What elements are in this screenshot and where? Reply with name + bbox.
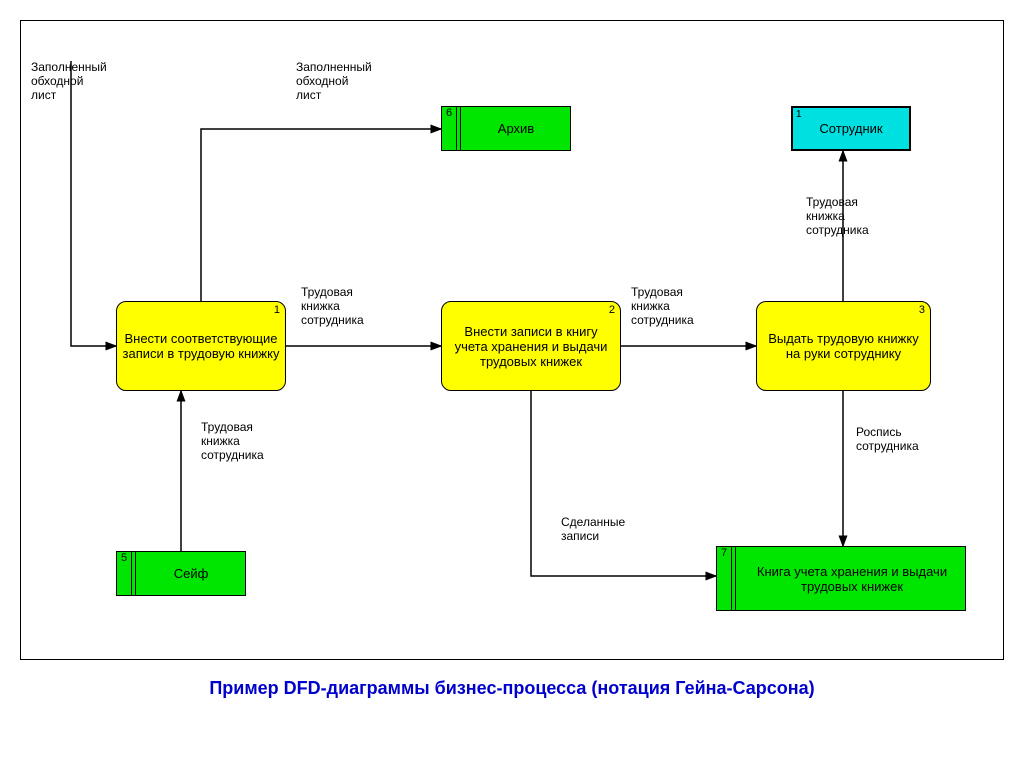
diagram-caption: Пример DFD-диаграммы бизнес-процесса (но… bbox=[20, 678, 1004, 699]
process-2-id: 2 bbox=[609, 304, 615, 316]
edge-label-5: Трудоваякнижкасотрудника bbox=[201, 421, 264, 462]
process-1-label: Внести соответствующие записи в трудовую… bbox=[122, 331, 280, 361]
edge-label-6: Росписьсотрудника bbox=[856, 426, 919, 454]
store-safe-label: Сейф bbox=[174, 566, 209, 581]
store-archive: 6 Архив bbox=[441, 106, 571, 151]
store-safe-id: 5 bbox=[117, 552, 132, 595]
entity-employee-label: Сотрудник bbox=[819, 121, 882, 136]
store-bar-icon bbox=[460, 107, 461, 150]
process-1: 1 Внести соответствующие записи в трудов… bbox=[116, 301, 286, 391]
store-archive-id: 6 bbox=[442, 107, 457, 150]
edge-label-0: Заполненныйобходнойлист bbox=[31, 61, 107, 102]
entity-employee: 1 Сотрудник bbox=[791, 106, 911, 151]
diagram-canvas: 1 Внести соответствующие записи в трудов… bbox=[20, 20, 1004, 660]
process-2: 2 Внести записи в книгу учета хранения и… bbox=[441, 301, 621, 391]
process-1-id: 1 bbox=[274, 304, 280, 316]
store-ledger-id: 7 bbox=[717, 547, 732, 610]
process-2-label: Внести записи в книгу учета хранения и в… bbox=[447, 324, 615, 369]
process-3-id: 3 bbox=[919, 304, 925, 316]
edge-label-4: Трудоваякнижкасотрудника bbox=[631, 286, 694, 327]
process-3-label: Выдать трудовую книжку на руки сотрудник… bbox=[762, 331, 925, 361]
entity-employee-id: 1 bbox=[796, 109, 802, 120]
edge-label-3: Трудоваякнижкасотрудника bbox=[301, 286, 364, 327]
store-ledger-label: Книга учета хранения и выдачи трудовых к… bbox=[739, 560, 965, 598]
store-safe: 5 Сейф bbox=[116, 551, 246, 596]
edge-label-2: Трудоваякнижкасотрудника bbox=[806, 196, 869, 237]
store-bar-icon bbox=[135, 552, 136, 595]
edge-label-1: Заполненныйобходнойлист bbox=[296, 61, 372, 102]
edge-label-7: Сделанныезаписи bbox=[561, 516, 625, 544]
store-archive-label: Архив bbox=[498, 121, 534, 136]
store-ledger: 7 Книга учета хранения и выдачи трудовых… bbox=[716, 546, 966, 611]
store-bar-icon bbox=[735, 547, 736, 610]
process-3: 3 Выдать трудовую книжку на руки сотрудн… bbox=[756, 301, 931, 391]
